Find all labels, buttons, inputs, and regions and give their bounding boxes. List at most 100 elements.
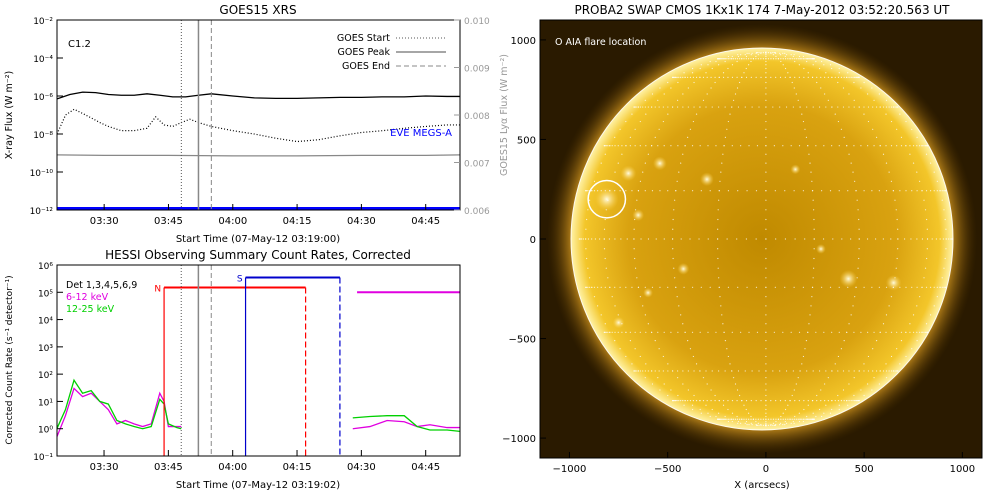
hessi-xtick-label-1: 03:45 <box>154 462 183 473</box>
grid-dot <box>897 238 899 240</box>
grid-dot <box>829 64 832 66</box>
grid-dot <box>770 400 772 402</box>
grid-dot <box>793 286 795 288</box>
grid-dot <box>762 58 764 60</box>
grid-dot <box>604 257 606 260</box>
grid-dot <box>816 394 818 397</box>
grid-dot <box>774 286 776 288</box>
grid-dot <box>798 420 801 423</box>
grid-dot <box>784 423 786 426</box>
grid-dot <box>751 423 753 426</box>
grid-dot <box>619 348 621 350</box>
hessi-flag-label-1: S <box>237 274 243 284</box>
grid-dot <box>604 145 606 147</box>
grid-dot <box>811 296 813 298</box>
grid-dot <box>723 145 725 147</box>
grid-dot <box>834 363 836 365</box>
grid-dot <box>855 286 857 288</box>
grid-dot <box>777 418 780 420</box>
grid-dot <box>779 370 781 372</box>
goes-xlabel: Start Time (07-May-12 03:19:00) <box>176 234 340 245</box>
grid-dot <box>597 286 599 288</box>
grid-dot <box>677 106 679 108</box>
grid-dot <box>585 238 587 240</box>
grid-dot <box>700 286 702 288</box>
grid-dot <box>853 106 855 108</box>
grid-dot <box>745 58 747 60</box>
grid-dot <box>765 377 767 379</box>
grid-dot <box>837 106 839 108</box>
grid-dot <box>792 370 794 372</box>
grid-dot <box>734 383 737 385</box>
active-region-5 <box>677 262 690 275</box>
grid-dot <box>782 423 784 426</box>
grid-dot <box>875 370 878 372</box>
grid-dot <box>737 106 740 108</box>
grid-dot <box>855 400 857 402</box>
grid-dot <box>767 58 770 60</box>
grid-dot <box>909 331 911 333</box>
grid-dot <box>644 314 646 316</box>
hessi-series-3 <box>352 415 460 433</box>
grid-dot <box>651 286 654 288</box>
flare-location-marker <box>587 179 627 219</box>
grid-dot <box>804 238 806 240</box>
grid-dot <box>724 58 727 60</box>
grid-dot <box>765 389 767 391</box>
grid-dot <box>850 162 852 164</box>
grid-dot <box>858 257 860 260</box>
grid-dot <box>871 190 873 192</box>
grid-dot <box>911 128 913 130</box>
grid-dot <box>699 331 701 333</box>
grid-dot <box>831 400 833 402</box>
grid-dot <box>717 257 719 260</box>
hessi-flag-label-0: N <box>154 284 161 294</box>
grid-dot <box>682 383 684 385</box>
hessi-title: HESSI Observing Summary Count Rates, Cor… <box>105 248 411 262</box>
grid-dot <box>611 296 613 298</box>
grid-dot <box>734 93 737 95</box>
grid-dot <box>659 286 661 288</box>
hessi-ytick-label-0: 10⁻¹ <box>33 453 53 463</box>
grid-dot <box>647 106 649 108</box>
grid-dot <box>604 218 606 221</box>
grid-dot <box>722 72 725 74</box>
grid-dot <box>854 180 856 182</box>
grid-dot <box>945 238 947 240</box>
grid-dot <box>890 296 893 298</box>
grid-dot <box>943 190 945 192</box>
grid-dot <box>687 87 689 89</box>
grid-dot <box>765 418 767 420</box>
grid-dot <box>813 257 815 260</box>
grid-dot <box>600 162 602 164</box>
grid-dot <box>773 424 775 426</box>
grid-dot <box>805 340 808 342</box>
grid-dot <box>731 418 733 420</box>
grid-dot <box>815 60 817 63</box>
grid-dot <box>746 423 748 426</box>
grid-dot <box>921 331 923 333</box>
grid-dot <box>867 331 869 333</box>
grid-dot <box>797 418 799 420</box>
grid-dot <box>642 305 644 307</box>
grid-dot <box>729 113 731 115</box>
grid-dot <box>593 180 596 182</box>
grid-dot <box>793 54 795 56</box>
grid-dot <box>772 422 775 424</box>
grid-dot <box>770 424 772 426</box>
grid-dot <box>789 418 791 420</box>
grid-dot <box>667 190 669 192</box>
grid-dot <box>872 348 874 350</box>
grid-dot <box>847 72 849 74</box>
grid-dot <box>856 199 858 201</box>
grid-dot <box>599 238 601 240</box>
grid-dot <box>654 340 656 342</box>
grid-dot <box>935 238 937 240</box>
grid-dot <box>782 64 784 66</box>
grid-dot <box>916 331 918 333</box>
grid-dot <box>706 383 708 385</box>
grid-dot <box>676 76 678 78</box>
grid-dot <box>770 76 772 78</box>
grid-dot <box>614 190 616 192</box>
grid-dot <box>743 404 745 406</box>
